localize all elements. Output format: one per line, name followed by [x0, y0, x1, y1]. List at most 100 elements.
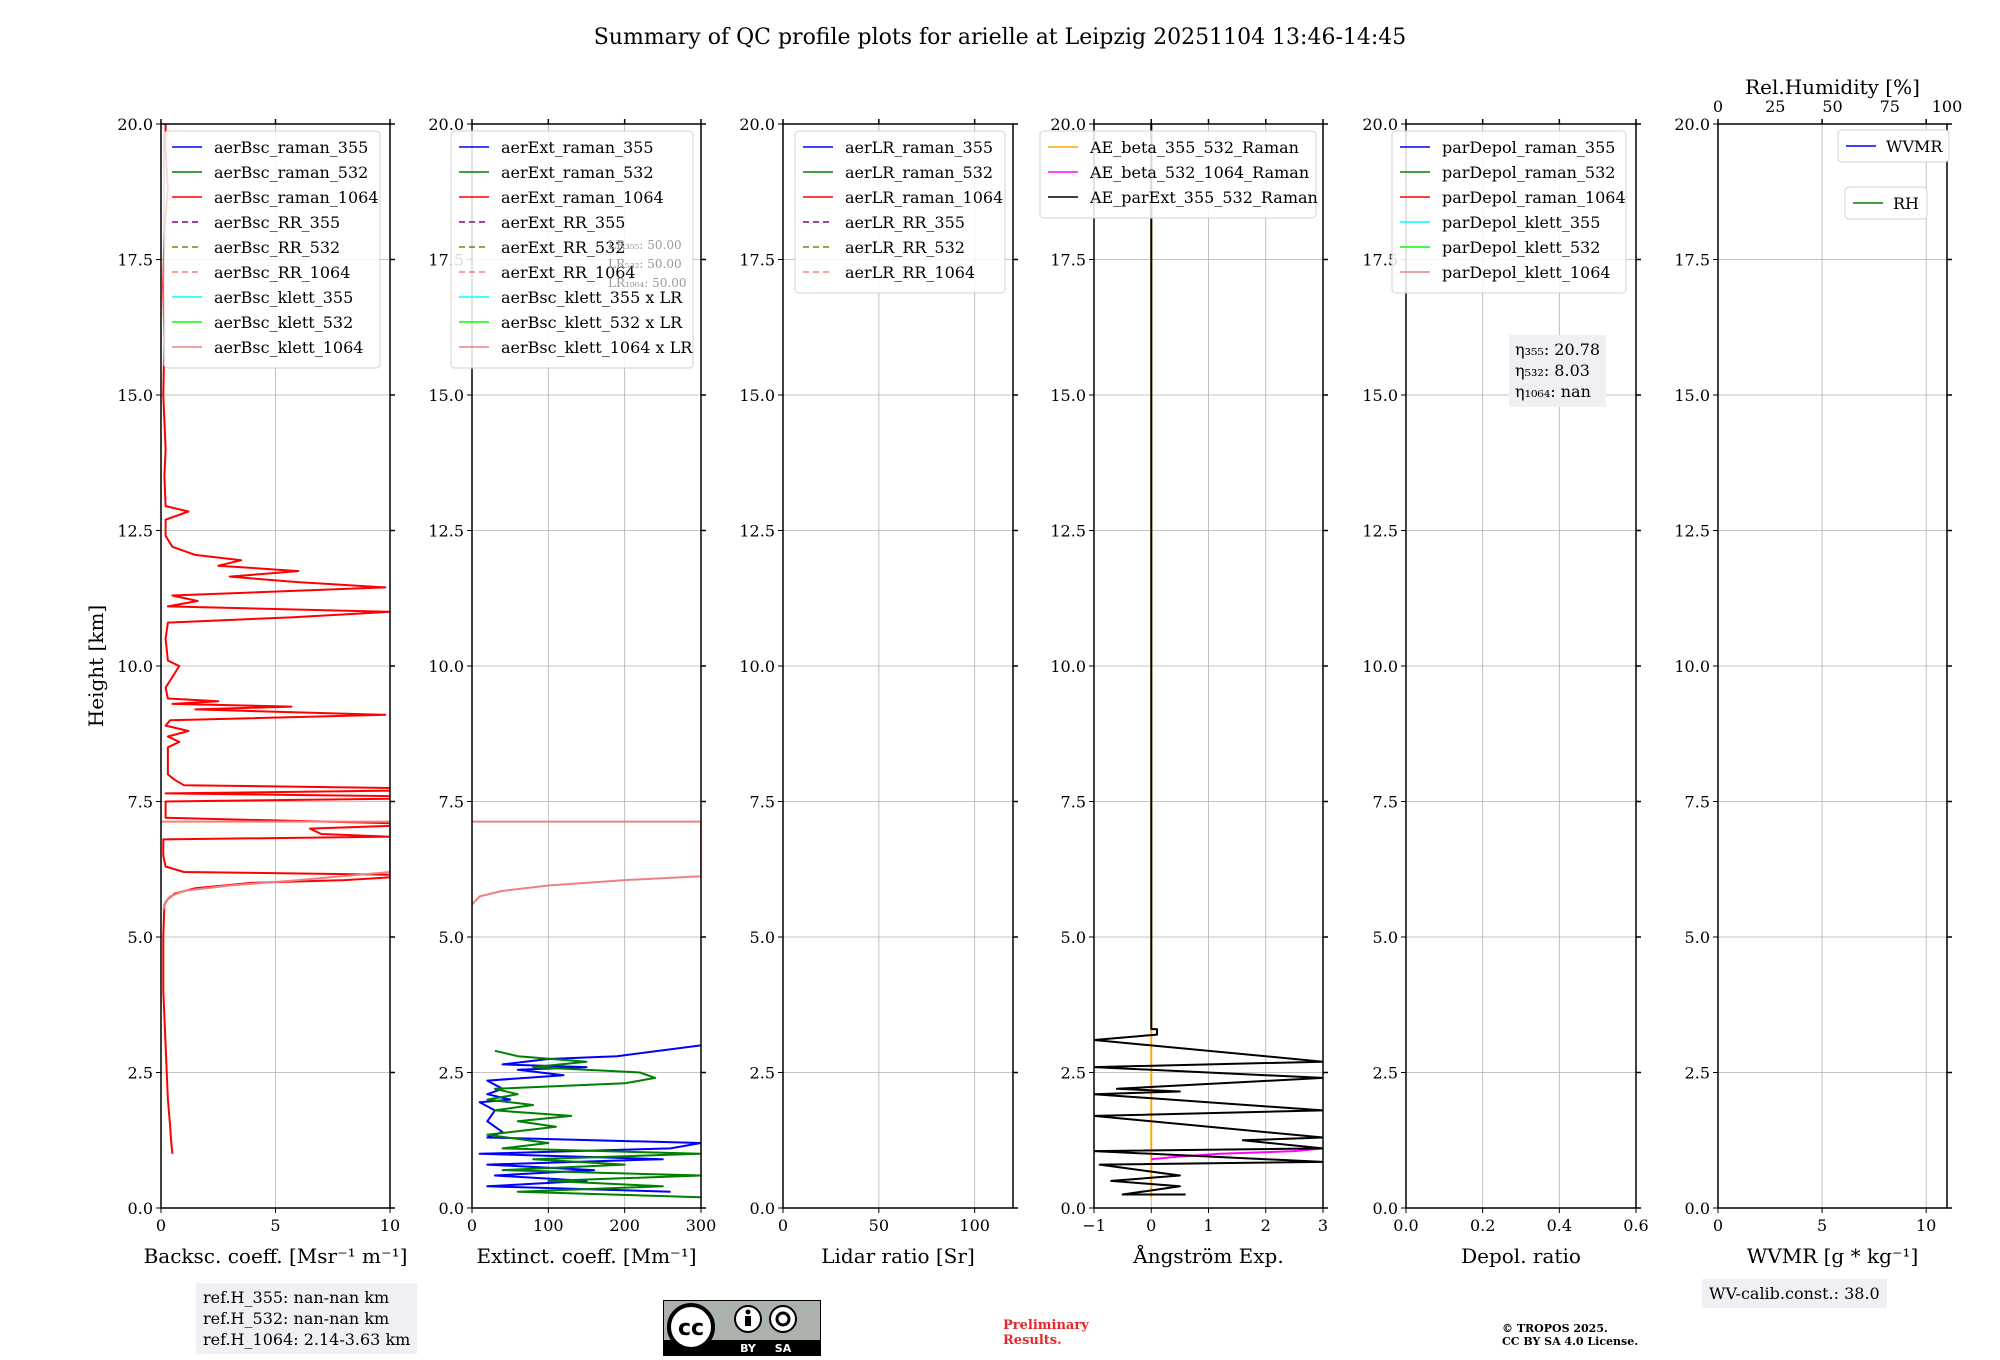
legend: RH — [1844, 186, 1928, 220]
x-tick-label: 5 — [270, 1216, 280, 1235]
wv-calib-note: WV-calib.const.: 38.0 — [1702, 1279, 1887, 1308]
eta-label: η₁₀₆₄: nan — [1515, 382, 1591, 401]
series-group — [161, 124, 390, 1154]
wv-calib-value: WV-calib.const.: 38.0 — [1709, 1284, 1880, 1303]
reference-heights-note: ref.H_355: nan-nan km ref.H_532: nan-nan… — [196, 1283, 418, 1354]
legend-entry: aerBsc_raman_1064 — [214, 188, 379, 207]
y-tick-label: 7.5 — [1685, 793, 1710, 812]
y-tick-label: 15.0 — [739, 386, 775, 405]
legend-box — [1391, 130, 1627, 294]
top-x-tick-label: 25 — [1765, 97, 1785, 116]
y-tick-label: 15.0 — [117, 386, 153, 405]
preliminary-line-2: Results. — [1003, 1333, 1062, 1348]
legend: AE_beta_355_532_Raman AE_beta_532_1064_Ra… — [1039, 130, 1318, 219]
y-tick-label: 17.5 — [1674, 251, 1710, 270]
legend-entry: aerBsc_klett_355 — [214, 288, 353, 307]
panel-backscatter: 0.0 2.5 5.0 7.5 10.0 12.5 15.0 17.5 20.0 0 5 10 Back… — [117, 115, 407, 1268]
x-tick-label: 10 — [380, 1216, 400, 1235]
x-tick-label: 0.6 — [1623, 1216, 1648, 1235]
axes-frame — [471, 123, 702, 1209]
legend-entry: aerBsc_klett_1064 — [214, 338, 363, 357]
y-tick-label: 10.0 — [117, 657, 153, 676]
legend-box — [1039, 130, 1317, 219]
y-tick-label: 12.5 — [117, 522, 153, 541]
y-tick-label: 2.5 — [1061, 1064, 1086, 1083]
y-tick-label: 5.0 — [750, 928, 775, 947]
y-tick-label: 15.0 — [428, 386, 464, 405]
series-AE_parExt_355_532_Raman — [1094, 124, 1323, 1196]
legend-entry: parDepol_raman_1064 — [1442, 188, 1626, 207]
y-tick-label: 2.5 — [1685, 1064, 1710, 1083]
x-tick-label: 50 — [869, 1216, 889, 1235]
eta-labels: η₃₅₅: 20.78 η₅₃₂: 8.03 η₁₀₆₄: nan — [1509, 335, 1606, 407]
y-tick-label: 20.0 — [1362, 115, 1398, 134]
x-tick-label: 3 — [1318, 1216, 1328, 1235]
eta-label: η₃₅₅: 20.78 — [1515, 340, 1600, 359]
ref-height-532: ref.H_532: nan-nan km — [203, 1309, 390, 1328]
y-tick-label: 17.5 — [1362, 251, 1398, 270]
x-tick-label: 0.0 — [1393, 1216, 1418, 1235]
legend-entry: aerBsc_klett_355 x LR — [501, 288, 683, 307]
y-tick-label: 0.0 — [128, 1199, 153, 1218]
legend-entry: aerLR_RR_1064 — [845, 263, 975, 282]
lidar-ratio-label: LR₃₅₅: 50.00 — [608, 238, 682, 252]
y-tick-label: 17.5 — [1050, 251, 1086, 270]
legend-entry: aerLR_RR_532 — [845, 238, 965, 257]
legend-entry: WVMR — [1886, 137, 1943, 156]
legend-box — [163, 130, 381, 369]
eta-box — [1509, 335, 1606, 407]
y-tick-label: 10.0 — [739, 657, 775, 676]
x-tick-label: 0.2 — [1470, 1216, 1495, 1235]
y-tick-label: 20.0 — [739, 115, 775, 134]
y-tick-label: 5.0 — [1061, 928, 1086, 947]
cc-logo-text: cc — [678, 1316, 704, 1341]
y-tick-label: 0.0 — [439, 1199, 464, 1218]
x-tick-label: 0 — [467, 1216, 477, 1235]
axes-frame — [782, 123, 1014, 1209]
x-tick-label: 1 — [1203, 1216, 1213, 1235]
y-axis-label: Height [km] — [84, 605, 108, 727]
y-tick-label: 5.0 — [439, 928, 464, 947]
x-tick-label: 10 — [1916, 1216, 1936, 1235]
preliminary-results-note: Preliminary Results. — [1003, 1318, 1089, 1348]
y-tick-label: 10.0 — [1362, 657, 1398, 676]
legend-entry: aerLR_raman_1064 — [845, 188, 1003, 207]
axes-frame — [1093, 123, 1324, 1209]
x-tick-label: 0 — [1713, 1216, 1723, 1235]
legend: aerExt_raman_355 aerExt_raman_532 aerExt_r… — [450, 130, 694, 369]
y-tick-label: 12.5 — [739, 522, 775, 541]
top-x-tick-label: 50 — [1822, 97, 1842, 116]
y-tick-label: 7.5 — [750, 793, 775, 812]
x-tick-label: 100 — [959, 1216, 990, 1235]
panel-extinction: 0.02.55.07.510.012.515.017.520.00 100 200 3… — [428, 115, 716, 1268]
legend-entry: aerExt_RR_1064 — [501, 263, 636, 282]
lidar-ratio-label: LR₅₃₂: 50.00 — [608, 257, 682, 271]
series-AE_beta_532_1064_Raman — [1151, 1147, 1323, 1161]
legend-entry: parDepol_klett_355 — [1442, 213, 1600, 232]
legend-entry: AE_beta_355_532_Raman — [1089, 138, 1299, 157]
x-axis-label: Extinct. coeff. [Mm⁻¹] — [476, 1244, 696, 1268]
x-tick-label: 200 — [609, 1216, 640, 1235]
x-axis-label: Ångström Exp. — [1132, 1243, 1283, 1268]
series-aerBsc_klett_1064 — [161, 820, 390, 911]
legend: WVMR — [1837, 129, 1950, 163]
legend-box — [794, 130, 1006, 294]
y-tick-label: 7.5 — [128, 793, 153, 812]
top-x-tick-label: 75 — [1880, 97, 1900, 116]
copyright-line-2: CC BY SA 4.0 License. — [1502, 1335, 1639, 1348]
legend-box — [450, 130, 694, 369]
legend-entry: aerBsc_RR_1064 — [214, 263, 350, 282]
x-tick-label: 0.4 — [1547, 1216, 1572, 1235]
panel-angstrom: 0.0 2.5 5.0 7.5 10.0 12.5 15.0 17.5 20.0 −1 0 1 2 3 Ån… — [1039, 115, 1328, 1268]
legend-entry: AE_beta_532_1064_Raman — [1089, 163, 1309, 182]
lidar-ratio-label: LR₁₀₆₄: 50.00 — [608, 276, 686, 290]
y-tick-label: 5.0 — [1685, 928, 1710, 947]
panel-water-vapor: 0.02.55.07.510.012.515.017.520.00 5 10WVMR… — [1674, 75, 1962, 1268]
legend-entry: RH — [1893, 194, 1919, 213]
legend-entry: aerBsc_klett_532 — [214, 313, 353, 332]
legend-entry: aerExt_raman_355 — [501, 138, 654, 157]
legend-box — [1844, 186, 1928, 220]
legend-entry: parDepol_klett_1064 — [1442, 263, 1611, 282]
y-tick-label: 0.0 — [1685, 1199, 1710, 1218]
